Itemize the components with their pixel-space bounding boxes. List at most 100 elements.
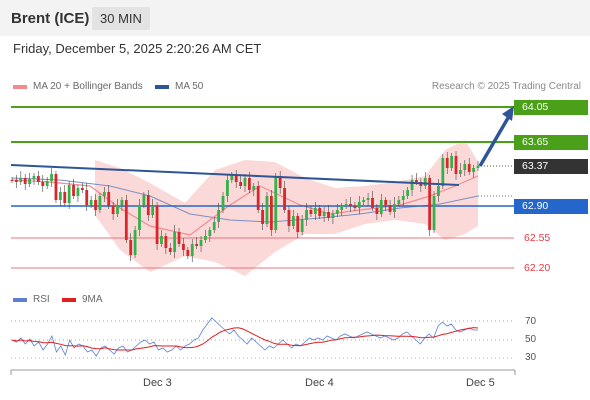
candle-body [423,178,427,186]
candle-body [397,200,401,204]
candle-body [476,166,480,168]
legend-ma20: MA 20 + Bollinger Bands [13,81,143,92]
candle-body [287,210,291,226]
candle-body [204,236,207,240]
candle-body [173,232,177,252]
candle-body [129,240,133,255]
candle-body [450,156,454,168]
candle-body [252,186,256,190]
candle-body [199,240,203,246]
candle-body [50,174,53,181]
candle-body [327,212,330,218]
candle-body [208,230,212,236]
price-label-63-65: 63.65 [514,134,588,150]
candle-body [410,180,414,190]
rsi-tick-30: 30 [525,352,537,363]
legend-ma20-label: MA 20 + Bollinger Bands [33,81,143,92]
candle-body [428,178,432,230]
projection-arrow-head [502,106,514,121]
candle-body [353,206,357,208]
candle-body [375,208,379,214]
candle-body [230,175,234,180]
candle-body [63,192,67,203]
candle-body [217,210,221,222]
rsi-tick-50: 50 [525,334,537,345]
candle-body [151,206,155,215]
candle-body [415,180,418,182]
candle-body [445,158,449,168]
candle-body [401,196,405,200]
candle-body [212,222,216,230]
candle-body [80,188,84,190]
candle-body [102,192,106,196]
candle-body [67,185,71,203]
x-tick-dec3: Dec 3 [143,377,172,389]
candle-body [379,200,383,214]
candle-body [41,182,45,186]
candle-body [182,244,185,250]
x-tick-dec4: Dec 4 [305,377,334,389]
candle-body [195,244,199,246]
candle-body [393,204,396,212]
candle-body [291,216,295,226]
candle-body [45,181,49,186]
bollinger-band [95,140,478,276]
candle-body [168,248,172,252]
legend-rsi-label: RSI [33,294,50,305]
candle-body [111,206,115,214]
research-credit: Research © 2025 Trading Central [431,81,581,92]
candle-body [261,210,264,224]
ma50-line [11,177,479,223]
candle-body [278,176,282,188]
candle-body [160,236,163,244]
candle-body [146,195,150,215]
rsi-line [11,317,478,357]
candle-body [76,188,80,196]
candle-body [14,180,18,182]
candle-body [72,185,75,196]
legend-9ma: 9MA [62,294,103,305]
price-label-63-37: 63.37 [514,158,588,174]
candle-body [344,204,348,206]
candle-body [116,205,119,214]
legend-ma50: MA 50 [155,81,203,92]
trend-line [10,164,460,186]
price-label-62-55: 62.55 [524,231,551,244]
legend-ma50-label: MA 50 [175,81,204,92]
candle-body [155,206,159,244]
candle-body [454,156,458,174]
candle-body [234,175,238,182]
candle-body [366,198,370,200]
candle-body [300,220,304,232]
candle-body [322,212,326,216]
timeframe-button[interactable]: 30 MIN [92,7,150,30]
legend-rsi: RSI [13,294,50,305]
candle-body [243,178,247,186]
candle-body [124,200,128,240]
candle-body [107,192,111,206]
candle-body [89,200,93,205]
candle-body [459,170,462,174]
candle-body [309,210,313,214]
legend-9ma-label: 9MA [82,294,103,305]
candle-body [256,186,260,210]
candle-body [349,204,352,206]
candle-body [274,176,278,230]
candle-body [406,190,410,196]
rsi-swatch [13,297,27,302]
candle-body [133,230,137,255]
candle-body [138,205,141,230]
ma50-swatch [155,84,169,89]
price-label-62-20: 62.20 [524,261,551,274]
candle-body [190,244,194,256]
candle-body [437,186,440,196]
projection-arrow-shaft [478,117,510,167]
candle-body [283,188,286,210]
candle-body [335,210,339,214]
candle-body [221,196,225,210]
price-label-64-05: 64.05 [514,99,588,115]
candle-body [98,196,102,210]
candle-body [36,176,40,182]
candle-body [94,200,97,210]
